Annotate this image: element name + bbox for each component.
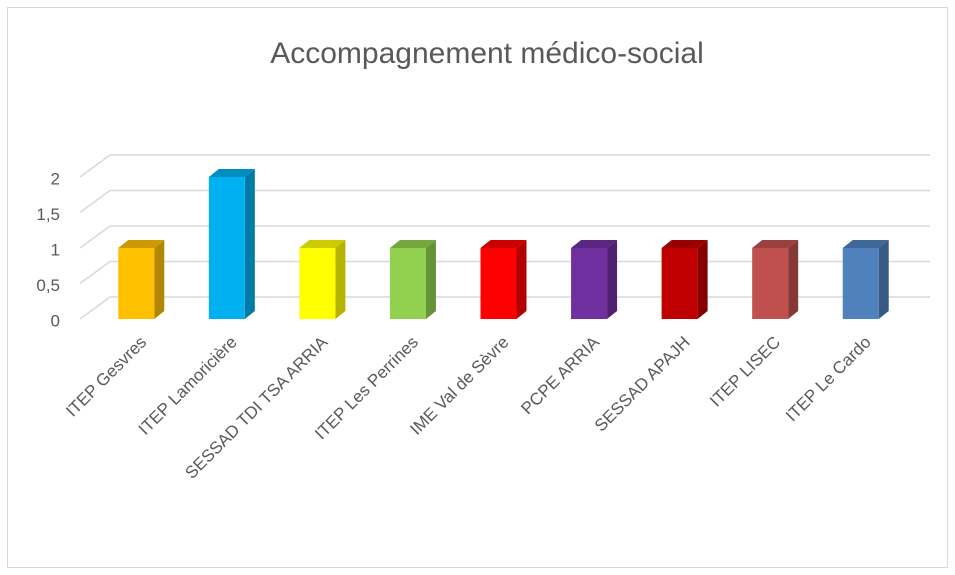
y-tick-label: 0 bbox=[51, 311, 60, 330]
bar-side bbox=[154, 240, 165, 319]
bar-top bbox=[661, 240, 708, 248]
bar-top bbox=[208, 169, 255, 177]
bar bbox=[299, 248, 336, 319]
bar-side bbox=[607, 240, 618, 319]
bar-side bbox=[697, 240, 708, 319]
grid-line bbox=[79, 189, 930, 214]
bar-top bbox=[299, 240, 346, 248]
bar-side bbox=[244, 169, 255, 319]
grid-line bbox=[79, 260, 930, 285]
bar bbox=[661, 248, 698, 319]
bar-side bbox=[878, 240, 889, 319]
y-tick-label: 0,5 bbox=[36, 276, 60, 295]
bar bbox=[389, 248, 426, 319]
bar-top bbox=[571, 240, 618, 248]
y-tick-label: 1,5 bbox=[36, 205, 60, 224]
bar-side bbox=[425, 240, 436, 319]
bar bbox=[752, 248, 789, 319]
y-tick-label: 2 bbox=[51, 169, 60, 188]
bar-side bbox=[335, 240, 346, 319]
bar-top bbox=[842, 240, 889, 248]
bar-top bbox=[480, 240, 527, 248]
bar-top bbox=[389, 240, 436, 248]
bar-top bbox=[118, 240, 165, 248]
grid-line bbox=[79, 225, 930, 249]
chart-title: Accompagnement médico-social bbox=[270, 37, 704, 70]
grid-line bbox=[79, 154, 930, 178]
bar bbox=[571, 248, 608, 319]
grid-line bbox=[79, 296, 930, 320]
bar bbox=[208, 177, 245, 319]
bar-top bbox=[752, 240, 799, 248]
bar bbox=[842, 248, 879, 319]
bar bbox=[118, 248, 155, 319]
y-tick-label: 1 bbox=[51, 240, 60, 259]
bar bbox=[480, 248, 517, 319]
bar-side bbox=[516, 240, 527, 319]
bar-side bbox=[788, 240, 799, 319]
